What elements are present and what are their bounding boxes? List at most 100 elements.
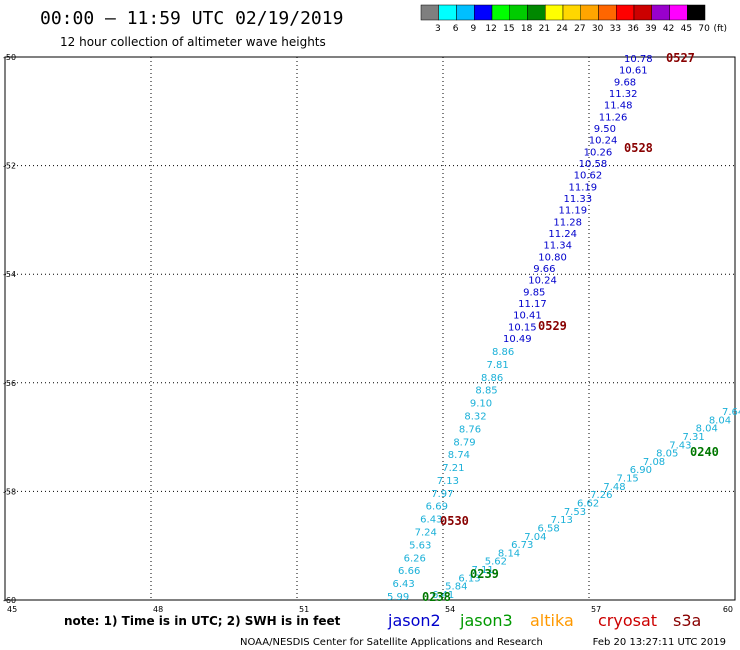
colorbar-label: 33 — [610, 24, 621, 34]
swh-value-label: 6.41 — [432, 590, 454, 601]
colorbar-swatch — [420, 4, 439, 21]
lon-tick-label: 48 — [153, 605, 163, 614]
swh-value-label: 11.33 — [564, 194, 593, 205]
mission-legend-label: altika — [530, 611, 574, 630]
swh-value-label: 10.80 — [538, 252, 567, 263]
colorbar-label: 3 — [435, 24, 441, 34]
swh-value-label: 5.84 — [445, 582, 467, 593]
swh-value-label: 7.26 — [590, 490, 612, 501]
note-text: note: 1) Time is in UTC; 2) SWH is in fe… — [64, 614, 341, 628]
swh-value-label: 10.58 — [579, 159, 608, 170]
swh-value-label: 8.14 — [498, 548, 520, 559]
swh-value-label: 10.49 — [503, 334, 532, 345]
mission-legend-label: s3a — [673, 611, 701, 630]
colorbar-swatch — [456, 4, 475, 21]
lon-tick-label: 45 — [7, 605, 17, 614]
lat-tick-label: -50 — [3, 53, 16, 62]
swh-value-label: 8.76 — [459, 424, 481, 435]
colorbar-swatch — [438, 4, 457, 21]
swh-value-label: 8.86 — [481, 373, 503, 384]
colorbar-label: 18 — [521, 24, 533, 34]
colorbar-label: 30 — [592, 24, 604, 34]
swh-value-label: 6.66 — [398, 566, 420, 577]
swh-value-label: 7.97 — [431, 489, 453, 500]
swh-value-label: 11.17 — [518, 299, 547, 310]
map-footer: note: 1) Time is in UTC; 2) SWH is in fe… — [64, 611, 726, 648]
colorbar-swatch — [474, 4, 493, 21]
swh-value-label: 7.53 — [564, 507, 586, 518]
swh-value-label: 8.32 — [464, 411, 486, 422]
colorbar-swatch — [545, 4, 564, 21]
swh-value-label: 7.15 — [617, 474, 639, 485]
colorbar-label: 27 — [574, 24, 585, 34]
colorbar-swatch — [562, 4, 581, 21]
colorbar-swatch — [598, 4, 617, 21]
colorbar-label: 70 — [698, 24, 710, 34]
wave-height-colorbar: 3 6 9 12 15 18 21 24 27 30 33 36 39 42 45 70 (ft) — [420, 4, 727, 34]
lon-tick-label: 51 — [299, 605, 309, 614]
pass-time-label: 0530 — [440, 514, 469, 528]
colorbar-label: 24 — [556, 24, 568, 34]
lat-tick-label: -56 — [3, 379, 16, 388]
swh-value-label: 8.74 — [448, 450, 470, 461]
pass-time-label: 0240 — [690, 445, 719, 459]
colorbar-label: 15 — [503, 24, 514, 34]
swh-value-label: 8.85 — [475, 386, 497, 397]
colorbar-unit: (ft) — [713, 24, 727, 34]
swh-value-label: 10.24 — [589, 136, 618, 147]
swh-value-label: 8.86 — [492, 347, 514, 358]
lon-tick-label: 54 — [445, 605, 455, 614]
lat-tick-label: -52 — [3, 162, 16, 171]
swh-value-label: 11.24 — [548, 229, 577, 240]
swh-value-label: 10.24 — [528, 276, 557, 287]
swh-value-label: 9.10 — [470, 399, 492, 410]
pass-time-label: 0527 — [666, 51, 695, 65]
swh-value-label: 10.62 — [574, 171, 603, 182]
swh-value-label: 11.34 — [543, 241, 572, 252]
swh-value-label: 7.64 — [722, 407, 740, 418]
satellite-tracks: 10.7810.619.6811.3211.4811.269.5010.2410… — [387, 54, 740, 603]
swh-value-label: 9.85 — [523, 287, 545, 298]
colorbar-label: 21 — [539, 24, 550, 34]
swh-value-label: 8.04 — [709, 415, 731, 426]
pass-time-label: 0238 — [422, 590, 451, 604]
swh-value-label: 11.19 — [569, 182, 598, 193]
credit-text: NOAA/NESDIS Center for Satellite Applica… — [240, 637, 543, 648]
swh-value-label: 10.78 — [624, 54, 653, 65]
swh-value-label: 10.41 — [513, 311, 542, 322]
swh-value-label: 6.43 — [420, 515, 442, 526]
swh-value-label: 11.32 — [609, 89, 638, 100]
swh-value-label: 9.68 — [614, 77, 636, 88]
colorbar-label: 12 — [485, 24, 496, 34]
swh-value-label: 8.05 — [656, 449, 678, 460]
lat-tick-label: -60 — [3, 596, 16, 605]
swh-value-label: 6.26 — [404, 553, 426, 564]
swh-value-label: 6.13 — [458, 573, 480, 584]
page-title: 00:00 – 11:59 UTC 02/19/2019 — [40, 8, 344, 29]
swh-value-label: 11.19 — [558, 206, 587, 217]
swh-value-label: 7.24 — [415, 528, 437, 539]
colorbar-swatch — [669, 4, 688, 21]
swh-value-label: 10.61 — [619, 66, 648, 77]
swh-value-label: 8.79 — [453, 437, 475, 448]
swh-value-label: 11.26 — [599, 112, 628, 123]
colorbar-label: 36 — [627, 24, 639, 34]
colorbar-swatch — [633, 4, 652, 21]
swh-value-label: 7.13 — [437, 476, 459, 487]
swh-value-label: 7.08 — [643, 457, 665, 468]
pass-time-label: 0528 — [624, 141, 653, 155]
swh-value-label: 10.26 — [584, 147, 613, 158]
colorbar-label: 6 — [453, 24, 459, 34]
swh-value-label: 7.11 — [472, 565, 494, 576]
swh-value-label: 6.58 — [537, 523, 559, 534]
lat-tick-label: -58 — [3, 487, 16, 496]
swh-value-label: 9.50 — [594, 124, 616, 135]
lat-lon-grid — [4, 56, 736, 601]
colorbar-swatch — [491, 4, 510, 21]
swh-value-label: 7.04 — [524, 532, 546, 543]
colorbar-swatch — [687, 4, 706, 21]
colorbar-label: 42 — [663, 24, 674, 34]
swh-value-label: 6.43 — [393, 579, 415, 590]
swh-value-label: 5.99 — [387, 592, 409, 603]
